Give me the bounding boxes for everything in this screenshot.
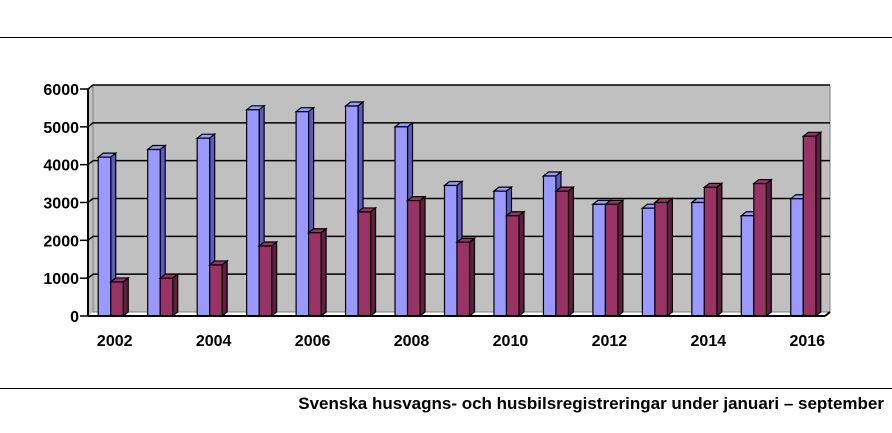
x-tick-label: 2002	[97, 333, 133, 350]
x-tick-label: 2012	[592, 333, 628, 350]
bar-series-2	[405, 195, 427, 318]
y-tick-label: 3000	[43, 196, 79, 213]
x-tick-label: 2006	[295, 333, 331, 350]
bar-series-2	[702, 182, 724, 318]
y-tick-label: 2000	[43, 233, 79, 250]
top-rule	[0, 37, 892, 38]
chart-caption: Svenska husvagns- och husbilsregistrerin…	[298, 394, 884, 413]
bar-series-2	[257, 240, 279, 318]
bar-series-2	[653, 197, 675, 318]
x-tick-label: 2014	[691, 333, 727, 350]
bar-series-2	[207, 259, 229, 318]
y-tick-label: 1000	[43, 271, 79, 288]
x-tick-labels: 2002 2004 2006 2008 2010 2012 2014 2016	[97, 333, 825, 350]
y-tick-label: 0	[70, 309, 79, 326]
bar-series-2	[306, 227, 328, 318]
bar-series-2	[356, 206, 378, 318]
bar-series-2	[158, 272, 180, 318]
bottom-rule	[0, 388, 892, 389]
y-tick-label: 4000	[43, 158, 79, 175]
y-tick-label: 6000	[43, 82, 79, 99]
gridline-side	[87, 84, 94, 90]
bar-series-1	[96, 151, 118, 318]
bars	[96, 100, 823, 318]
bar-series-2	[554, 185, 576, 318]
y-tick-labels: 0 1000 2000 3000 4000 5000 6000	[43, 82, 79, 326]
bar-series-2	[504, 210, 526, 318]
bar-series-2	[752, 178, 774, 318]
bar-series-2	[603, 199, 625, 318]
x-tick-label: 2008	[394, 333, 430, 350]
bar-series-1	[145, 144, 167, 318]
x-tick-label: 2016	[789, 333, 825, 350]
bar-series-2	[455, 236, 477, 318]
x-tick-label: 2010	[493, 333, 529, 350]
bar-series-2	[801, 131, 823, 318]
y-tick-label: 5000	[43, 120, 79, 137]
x-tick-label: 2004	[196, 333, 232, 350]
bar-series-2	[109, 276, 130, 318]
x-axis-depth	[824, 311, 831, 317]
axes	[80, 88, 831, 317]
